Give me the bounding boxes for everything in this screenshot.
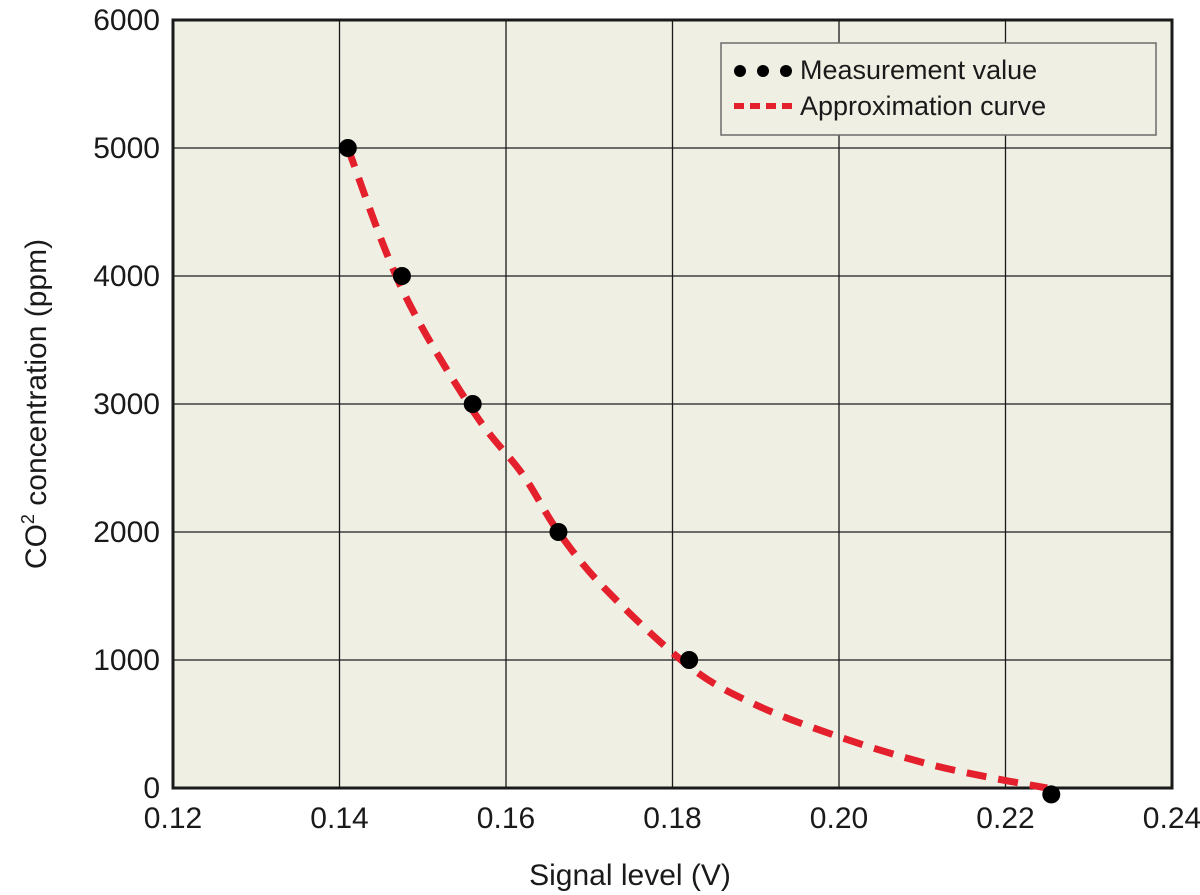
measurement-point [549,523,568,541]
measurement-points-series [338,139,1061,804]
y-tick-label: 6000 [93,4,160,37]
y-axis-label: CO2 concentration (ppm) [18,239,53,569]
y-tick-label: 5000 [93,132,160,165]
x-tick-label: 0.20 [810,802,868,835]
approximation-curve-series [344,146,1048,792]
x-tick-label: 0.14 [310,802,368,835]
measurement-point [680,651,699,669]
measurement-point [392,267,411,285]
y-tick-label: 3000 [93,388,160,421]
y-tick-label: 4000 [93,260,160,293]
y-axis-label-main: CO [20,524,53,569]
y-axis-label-rest: concentration (ppm) [20,239,53,514]
y-tick-label: 2000 [93,516,160,549]
legend-label-curve: Approximation curve [800,91,1046,121]
legend-marker-dot [780,65,792,77]
x-axis-ticks: 0.12 0.14 0.16 0.18 0.20 0.22 0.24 [144,802,1200,835]
legend-label-measurement: Measurement value [800,55,1037,85]
approximation-curve-line [344,146,1048,792]
legend: Measurement value Approximation curve [720,42,1157,136]
legend-box [720,42,1157,136]
y-tick-label: 1000 [93,644,160,677]
y-tick-label: 0 [143,772,160,805]
plot-frame [171,18,1174,790]
x-tick-label: 0.16 [477,802,535,835]
x-tick-label: 0.24 [1143,802,1200,835]
x-axis-label: Signal level (V) [529,859,731,892]
x-tick-label: 0.18 [643,802,701,835]
measurement-point [463,395,482,413]
measurement-point [1042,785,1061,804]
y-axis-label-subscript: 2 [18,514,38,524]
measurement-point [338,139,357,157]
legend-marker-dot [757,65,769,77]
x-tick-label: 0.12 [144,802,202,835]
x-tick-label: 0.22 [976,802,1034,835]
legend-marker-dot [734,65,746,77]
y-axis-ticks: 0 1000 2000 3000 4000 5000 6000 [93,4,160,805]
